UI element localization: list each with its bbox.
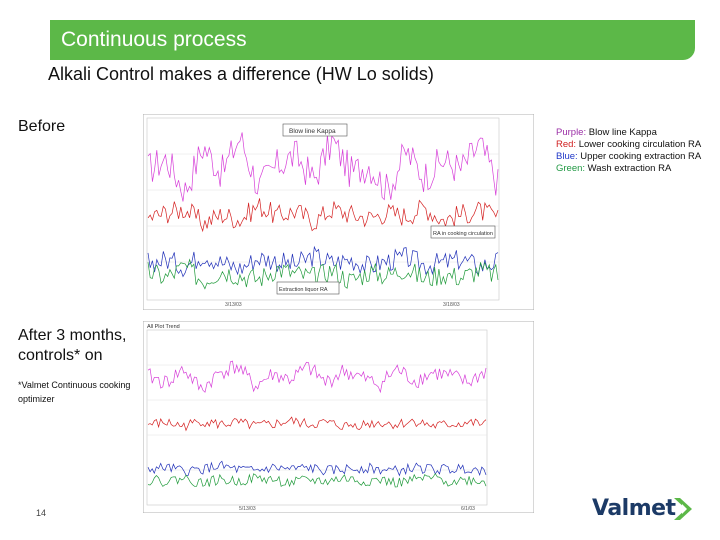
legend-text: Blow line Kappa xyxy=(586,127,657,138)
annotation-ra-circulation: RA in cooking circulation xyxy=(433,231,493,237)
x-tick: 5/13/03 xyxy=(239,506,256,512)
after-trend-chart: All Plot Trend 5/13/03 6/1/03 xyxy=(143,321,534,513)
after-label-line1: After 3 months, xyxy=(18,327,127,344)
legend-text: Upper cooking extraction RA xyxy=(577,151,702,162)
plot-area xyxy=(146,117,500,301)
footnote: *Valmet Continuous cooking optimizer xyxy=(18,378,130,406)
series-blow-line-kappa xyxy=(147,360,487,394)
series-upper-extraction-ra xyxy=(147,460,487,477)
before-trend-chart: Blow line Kappa RA in cooking circulatio… xyxy=(143,114,534,310)
annotation-extraction-ra: Extraction liquor RA xyxy=(279,287,328,293)
series-blow-line-kappa xyxy=(147,132,499,202)
chart-header: All Plot Trend xyxy=(147,324,180,330)
slide-subtitle: Alkali Control makes a difference (HW Lo… xyxy=(48,64,434,84)
logo-arrow-icon xyxy=(674,498,692,520)
legend-item-purple: Purple: Blow line Kappa xyxy=(556,127,701,139)
legend-item-red: Red: Lower cooking circulation RA xyxy=(556,139,701,151)
series-lines xyxy=(147,132,499,290)
header-bar: Continuous process xyxy=(50,20,695,60)
legend-key: Red: xyxy=(556,139,577,150)
after-label: After 3 months, controls* on xyxy=(18,326,127,366)
legend-key: Blue: xyxy=(556,151,578,162)
valmet-logo: Valmet xyxy=(592,492,702,528)
slide-title: Continuous process xyxy=(61,28,247,51)
series-wash-extraction-ra xyxy=(147,258,499,290)
series-lines xyxy=(147,360,487,488)
x-tick: 3/18/03 xyxy=(443,302,460,308)
annotation-blow-line-kappa: Blow line Kappa xyxy=(289,128,336,135)
plot-area xyxy=(146,329,488,506)
logo-wordmark: Valmet xyxy=(592,496,676,521)
legend-item-green: Green: Wash extraction RA xyxy=(556,163,701,175)
page-number: 14 xyxy=(36,508,47,518)
series-lower-circulation-ra xyxy=(147,198,499,233)
x-tick: 6/1/03 xyxy=(461,506,475,512)
series-lower-circulation-ra xyxy=(147,416,487,432)
footnote-line1: *Valmet Continuous cooking xyxy=(18,380,131,390)
legend-text: Wash extraction RA xyxy=(585,163,672,174)
x-tick: 3/13/03 xyxy=(225,302,242,308)
legend-item-blue: Blue: Upper cooking extraction RA xyxy=(556,151,701,163)
series-wash-extraction-ra xyxy=(147,472,487,488)
footnote-line2: optimizer xyxy=(18,394,55,404)
legend: Purple: Blow line Kappa Red: Lower cooki… xyxy=(556,127,701,175)
legend-key: Purple: xyxy=(556,127,587,138)
legend-key: Green: xyxy=(556,163,586,174)
legend-text: Lower cooking circulation RA xyxy=(576,139,702,150)
before-label: Before xyxy=(18,118,66,135)
after-label-line2: controls* on xyxy=(18,347,103,364)
